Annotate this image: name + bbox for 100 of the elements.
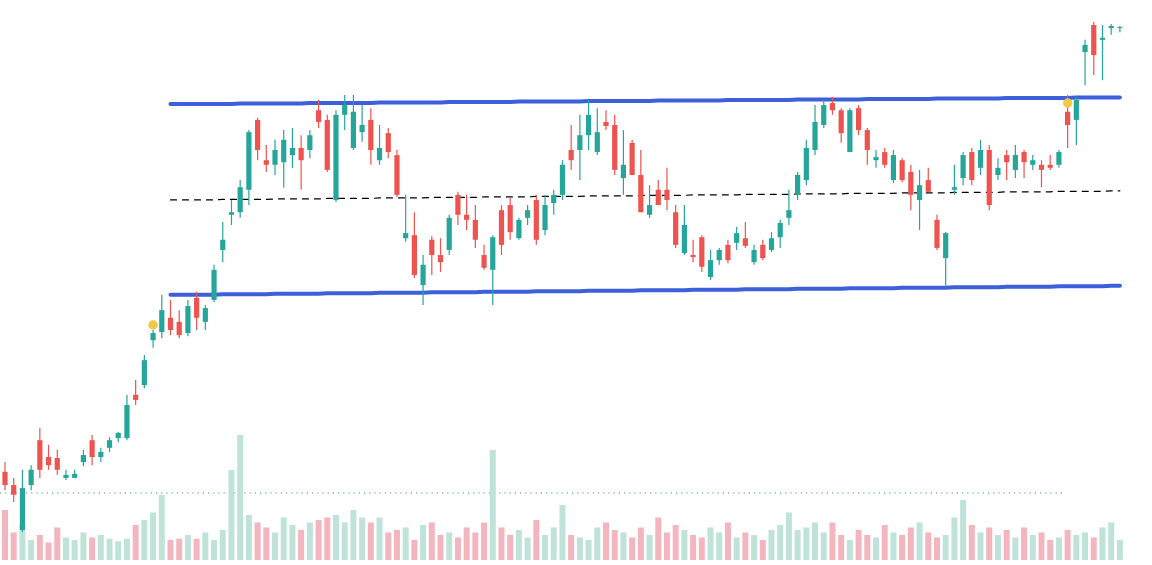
bar [759,539,766,560]
bar [263,527,270,560]
bar [454,537,461,560]
bar [803,527,810,560]
candlestick [272,139,278,176]
candlestick [263,144,269,173]
bar [428,522,435,560]
bar [280,517,287,560]
bar [838,534,845,560]
bar [1082,532,1089,560]
bar [193,538,200,560]
candlestick [577,114,583,181]
candlestick [855,104,862,136]
candlestick [89,434,95,466]
bar [1055,537,1062,560]
bar [576,537,583,560]
candlestick [960,151,966,186]
bar [1038,532,1045,560]
bar [245,514,252,560]
bar [855,529,862,560]
bar [812,522,819,560]
bar [515,529,522,560]
candlestick [507,197,513,241]
candlestick [211,264,217,303]
bar [1090,537,1097,560]
candlestick [986,144,992,211]
candlestick [429,235,435,276]
bar [794,529,801,560]
bar [158,494,165,560]
candlestick [45,444,52,471]
bar [202,532,209,560]
bar [960,499,967,560]
bar [71,539,78,560]
candlestick [420,254,426,306]
bar [994,534,1001,560]
bar [716,532,723,560]
candlestick [167,299,174,336]
candlestick [437,237,444,273]
candlestick [368,107,374,166]
bar [785,512,792,560]
bar [10,532,17,560]
candlestick [1065,94,1071,149]
bar [1029,534,1036,560]
bar [550,527,557,560]
bar [864,534,871,560]
bar [237,434,244,560]
bar [1073,534,1080,560]
candlestick [882,147,888,169]
candlestick [1082,39,1088,86]
bar [1116,539,1123,560]
candlestick [1021,149,1027,179]
bar [481,522,488,560]
bar [907,527,914,560]
bar [141,519,148,560]
candlestick [925,167,931,193]
candlestick [228,199,235,226]
bar [951,517,958,560]
bar [132,524,139,560]
bar [602,522,609,560]
bar [829,522,836,560]
bar [211,539,218,560]
candlestick [194,291,200,331]
candlestick [995,157,1001,181]
candlestick [847,107,853,153]
bar [341,522,348,560]
candlestick [612,114,618,176]
bar [690,534,697,560]
candlestick [298,134,304,191]
candlestick [54,449,60,476]
candlestick [899,157,905,183]
candlestick [725,239,731,264]
bar [62,537,69,560]
candlestick [376,124,383,166]
candlestick [681,204,687,256]
candlestick [742,221,748,249]
candlestick [751,244,757,266]
bar [411,539,418,560]
candlestick [385,127,391,159]
candlestick [812,104,818,156]
bar [846,539,853,560]
candlestick [760,239,766,261]
candlestick [690,239,696,263]
candlestick [11,477,17,503]
candlestick [289,127,296,169]
bar [28,539,35,560]
candlestick [246,129,252,206]
bar [1021,527,1028,560]
bar [663,532,670,560]
bar [376,517,383,560]
bar [45,542,52,560]
bar [446,532,453,560]
candlestick [646,184,653,219]
bar [890,532,897,560]
bar [123,538,130,560]
candlestick [638,149,644,213]
candlestick [150,329,156,349]
candlestick [699,234,705,273]
candlestick [559,159,566,201]
bar [228,469,235,560]
bar [254,522,261,560]
